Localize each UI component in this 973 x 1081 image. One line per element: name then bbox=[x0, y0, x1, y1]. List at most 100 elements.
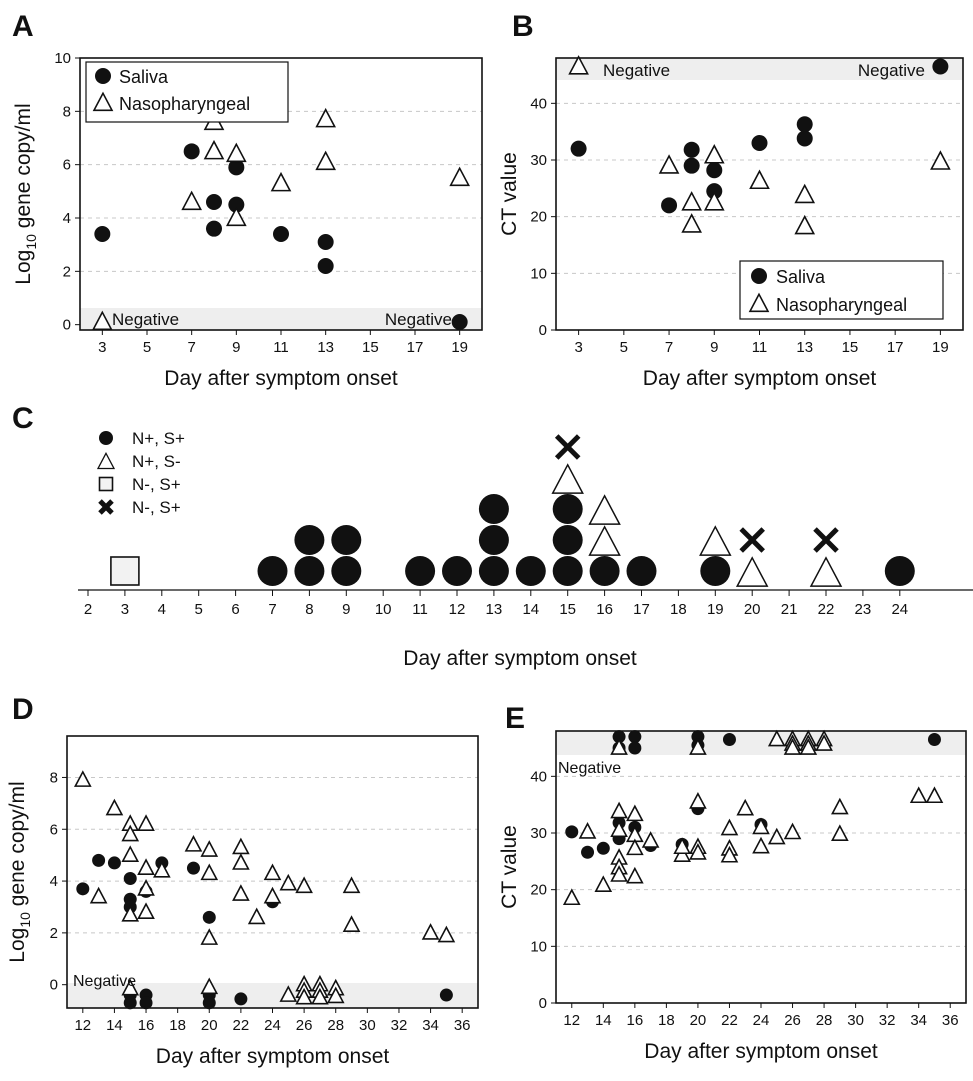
x-tick-label: 16 bbox=[627, 1012, 644, 1029]
data-point bbox=[612, 730, 626, 744]
data-point bbox=[200, 977, 219, 995]
data-marker-circle bbox=[552, 494, 583, 524]
x-tick-label: 14 bbox=[522, 601, 539, 618]
x-tick-label: 10 bbox=[375, 601, 392, 618]
data-point bbox=[451, 314, 468, 330]
data-point bbox=[449, 166, 470, 187]
y-tick-label: 0 bbox=[50, 977, 58, 994]
data-point bbox=[783, 738, 802, 755]
data-point bbox=[568, 55, 589, 75]
x-tick-label: 12 bbox=[563, 1012, 580, 1029]
data-point bbox=[137, 902, 155, 920]
data-point bbox=[439, 988, 453, 1002]
x-tick-label: 3 bbox=[121, 601, 129, 618]
data-point bbox=[703, 191, 725, 211]
data-marker-triangle bbox=[551, 463, 584, 494]
x-tick-label: 13 bbox=[796, 339, 813, 356]
data-point bbox=[232, 853, 250, 870]
data-marker-circle bbox=[331, 525, 362, 555]
data-point bbox=[263, 886, 282, 904]
legend-marker-square bbox=[98, 476, 114, 492]
x-tick-label: 34 bbox=[422, 1017, 439, 1034]
legend-marker-saliva bbox=[95, 68, 111, 84]
data-point bbox=[796, 116, 813, 133]
data-point bbox=[228, 159, 245, 176]
data-point bbox=[202, 910, 216, 924]
data-point bbox=[326, 986, 345, 1004]
data-point bbox=[200, 863, 219, 881]
x-tick-label: 13 bbox=[317, 339, 334, 356]
x-tick-label: 15 bbox=[559, 601, 576, 618]
data-point bbox=[703, 144, 725, 164]
x-tick-label: 4 bbox=[158, 601, 166, 618]
negative-label: Negative bbox=[558, 760, 621, 777]
x-tick-label: 12 bbox=[74, 1017, 91, 1034]
data-point bbox=[226, 142, 247, 163]
panel-label-d: D bbox=[12, 693, 34, 726]
negative-label-right: Negative bbox=[858, 61, 925, 80]
data-point bbox=[565, 825, 579, 839]
data-point bbox=[752, 836, 770, 854]
y-axis-label: Log10 gene copy/ml bbox=[12, 103, 39, 284]
y-axis-label: CT value bbox=[498, 152, 521, 236]
data-marker-circle bbox=[294, 556, 325, 586]
negative-label: Negative bbox=[73, 973, 136, 990]
x-tick-label: 26 bbox=[296, 1017, 313, 1034]
x-tick-label: 5 bbox=[143, 339, 151, 356]
legend-marker-saliva bbox=[751, 268, 767, 284]
x-tick-label: 17 bbox=[633, 601, 650, 618]
data-point bbox=[815, 734, 833, 751]
data-point bbox=[628, 730, 642, 744]
y-axis-label: Log10 gene copy/ml bbox=[6, 781, 33, 962]
x-tick-label: 7 bbox=[665, 339, 673, 356]
data-point bbox=[610, 865, 628, 882]
x-axis-label: Day after symptom onset bbox=[164, 367, 398, 390]
data-point bbox=[206, 220, 222, 237]
data-point bbox=[206, 194, 222, 210]
legend-label-nasopharyngeal: Nasopharyngeal bbox=[776, 295, 907, 315]
data-marker-circle bbox=[700, 556, 731, 586]
y-tick-label: 2 bbox=[63, 263, 71, 280]
legend-label: N-, S+ bbox=[132, 475, 181, 494]
data-point bbox=[295, 876, 313, 894]
data-point bbox=[578, 822, 597, 839]
y-tick-label: 6 bbox=[50, 821, 58, 838]
data-point bbox=[247, 907, 266, 925]
data-point bbox=[626, 866, 644, 884]
data-point bbox=[596, 841, 610, 855]
x-tick-label: 12 bbox=[449, 601, 466, 618]
x-tick-label: 20 bbox=[201, 1017, 218, 1034]
y-axis-label: CT value bbox=[498, 825, 521, 909]
data-point bbox=[317, 258, 334, 274]
data-point bbox=[783, 822, 802, 840]
data-point bbox=[831, 797, 849, 815]
x-tick-label: 18 bbox=[169, 1017, 186, 1034]
y-tick-label: 8 bbox=[63, 103, 71, 120]
data-point bbox=[317, 234, 334, 250]
legend-marker-nasopharyngeal bbox=[748, 292, 770, 313]
negative-band bbox=[556, 58, 963, 80]
chart-panel-a: 3 5 7 9 11 13 15 17 19 0 2 4 6 8 10 Day after symptom o… bbox=[12, 50, 483, 390]
data-point bbox=[706, 162, 723, 179]
data-point bbox=[628, 741, 642, 755]
data-marker-triangle bbox=[735, 556, 769, 587]
y-tick-label: 0 bbox=[63, 317, 71, 334]
data-point bbox=[263, 863, 282, 881]
data-point bbox=[570, 140, 587, 157]
data-point bbox=[683, 157, 700, 174]
x-tick-label: 22 bbox=[818, 601, 835, 618]
data-point bbox=[139, 996, 153, 1010]
data-point bbox=[689, 738, 707, 755]
x-tick-label: 16 bbox=[138, 1017, 155, 1034]
data-point bbox=[121, 845, 140, 863]
data-point bbox=[202, 996, 216, 1010]
data-point bbox=[720, 818, 739, 836]
data-point bbox=[767, 827, 786, 845]
data-marker-square bbox=[110, 556, 140, 586]
data-point bbox=[186, 861, 200, 875]
data-point bbox=[184, 834, 203, 852]
data-point bbox=[137, 879, 155, 896]
x-axis-label: Day after symptom onset bbox=[156, 1045, 390, 1068]
data-marker-circle bbox=[294, 525, 325, 555]
x-tick-label: 9 bbox=[710, 339, 718, 356]
